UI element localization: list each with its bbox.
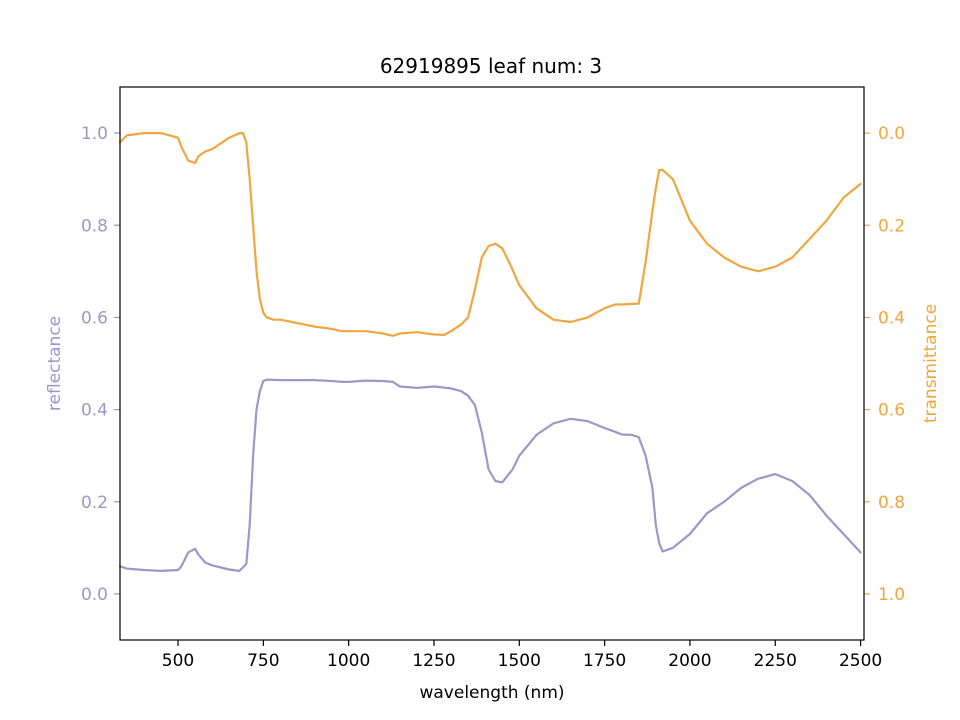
y-tick-label-left: 0.0 xyxy=(81,585,108,605)
y-axis-label-left: reflectance xyxy=(45,316,65,411)
y-tick-label-left: 0.4 xyxy=(81,401,108,421)
x-tick-label: 500 xyxy=(162,651,194,671)
y-tick-label-right: 1.0 xyxy=(878,585,905,605)
y-tick-label-right: 0.0 xyxy=(878,124,905,144)
y-tick-label-right: 0.4 xyxy=(878,308,905,328)
y-axis-label-right: transmittance xyxy=(921,304,941,423)
x-tick-label: 1000 xyxy=(327,651,370,671)
chart-title: 62919895 leaf num: 3 xyxy=(380,54,602,78)
y-tick-label-left: 0.8 xyxy=(81,216,108,236)
y-tick-label-right: 0.8 xyxy=(878,493,905,513)
x-tick-label: 750 xyxy=(247,651,279,671)
y-tick-label-left: 0.6 xyxy=(81,308,108,328)
tick-layer: 500 750 1000 1250 1500 1750 2000 2250 2500 0.0 0.2… xyxy=(81,124,905,671)
x-axis-label: wavelength (nm) xyxy=(419,683,564,703)
transmittance-series-line xyxy=(118,132,862,337)
y-tick-label-left: 1.0 xyxy=(81,124,108,144)
x-tick-label: 1250 xyxy=(412,651,455,671)
series-layer xyxy=(118,132,862,573)
x-tick-label: 1500 xyxy=(498,651,541,671)
y-tick-label-right: 0.2 xyxy=(878,216,905,236)
plot-frame xyxy=(119,86,865,641)
x-tick-label: 2250 xyxy=(754,651,797,671)
x-tick-label: 2500 xyxy=(839,651,882,671)
x-tick-label: 2000 xyxy=(668,651,711,671)
x-tick-label: 1750 xyxy=(583,651,626,671)
y-tick-label-left: 0.2 xyxy=(81,493,108,513)
reflectance-series-line xyxy=(118,378,862,573)
y-tick-label-right: 0.6 xyxy=(878,401,905,421)
